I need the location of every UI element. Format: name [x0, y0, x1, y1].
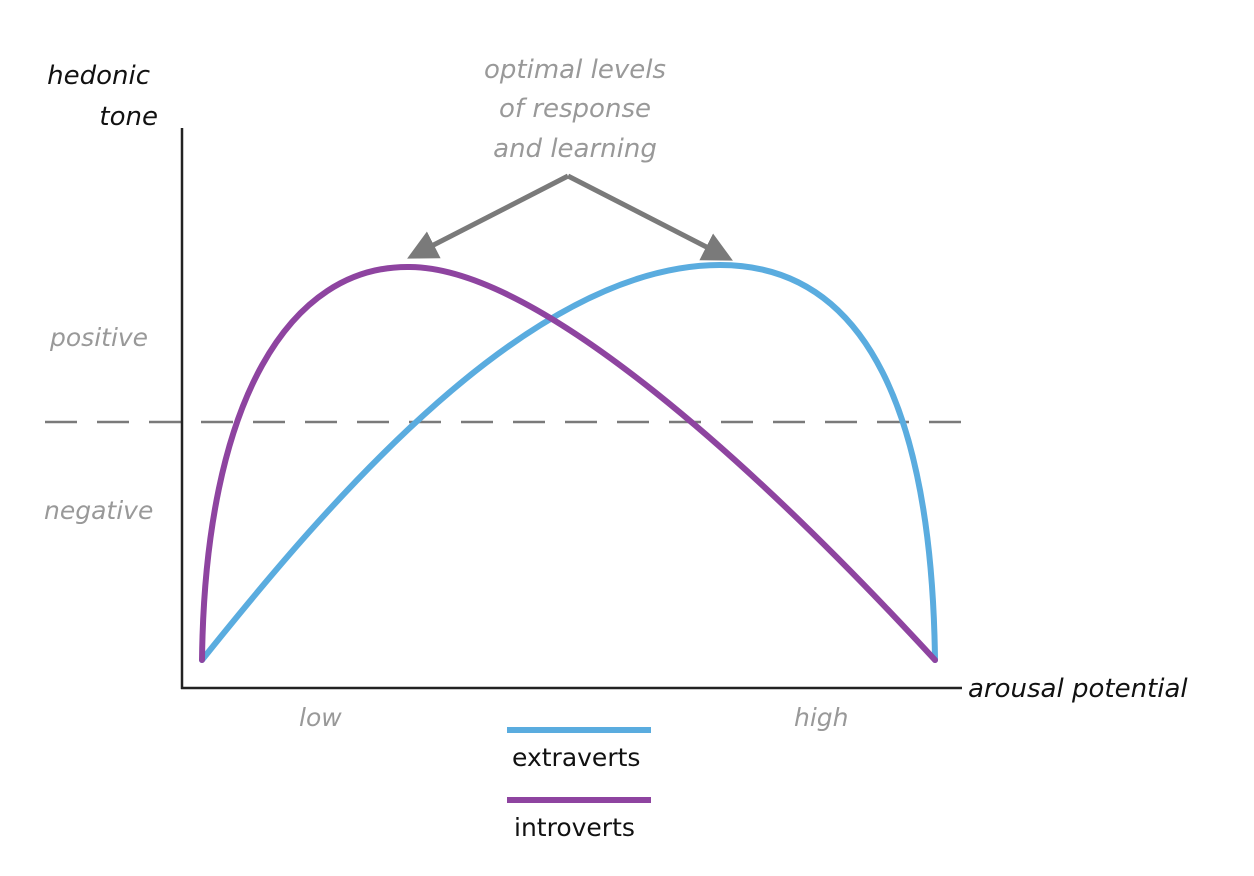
legend: extraverts introverts	[507, 727, 651, 842]
annotation-line3: and learning	[493, 134, 657, 164]
y-axis-label-line2: tone	[99, 102, 158, 132]
x-axis-label: arousal potential	[968, 674, 1188, 704]
annotation-arrows	[407, 173, 733, 261]
positive-label: positive	[49, 323, 148, 352]
legend-label-extraverts: extraverts	[512, 743, 640, 772]
annotation-line2: of response	[499, 94, 651, 124]
introverts-curve	[199, 263, 938, 663]
extraverts-curve	[199, 261, 938, 663]
x-tick-high: high	[794, 703, 849, 732]
y-axis-label-line1: hedonic	[47, 61, 150, 91]
legend-label-introverts: introverts	[514, 813, 635, 842]
arrow-to-introvert-peak	[407, 173, 570, 259]
x-tick-low: low	[299, 703, 342, 732]
annotation-line1: optimal levels	[484, 55, 666, 85]
negative-label: negative	[44, 496, 153, 525]
arrow-to-extravert-peak	[566, 173, 733, 261]
